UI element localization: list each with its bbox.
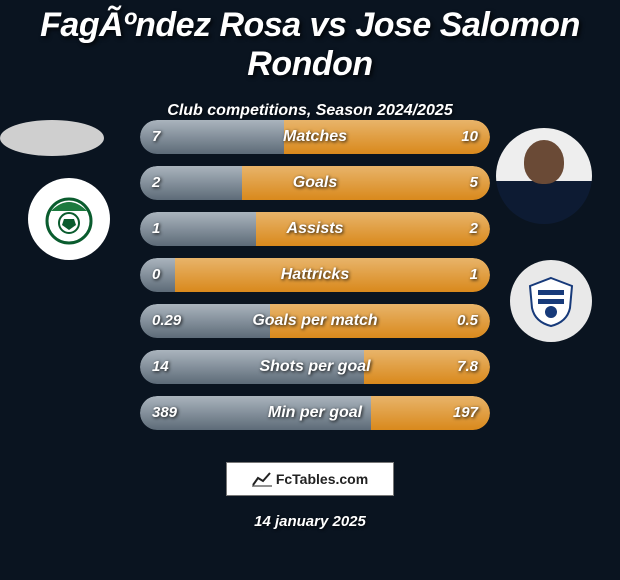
stat-value-left: 0.29 xyxy=(152,304,181,338)
stat-label: Goals per match xyxy=(140,304,490,338)
stat-label: Hattricks xyxy=(140,258,490,292)
stat-value-left: 0 xyxy=(152,258,160,292)
stat-value-left: 14 xyxy=(152,350,169,384)
stat-value-right: 1 xyxy=(470,258,478,292)
stat-label: Shots per goal xyxy=(140,350,490,384)
snapshot-date: 14 january 2025 xyxy=(0,513,620,530)
player-left-avatar xyxy=(0,120,104,156)
stats-container: Matches710Goals25Assists12Hattricks01Goa… xyxy=(140,120,490,442)
stat-label: Goals xyxy=(140,166,490,200)
stat-value-right: 2 xyxy=(470,212,478,246)
comparison-subtitle: Club competitions, Season 2024/2025 xyxy=(0,102,620,120)
stat-value-right: 0.5 xyxy=(457,304,478,338)
stat-row: Min per goal389 197 xyxy=(140,396,490,430)
club-left-crest xyxy=(28,178,110,260)
stat-value-left: 1 xyxy=(152,212,160,246)
stat-row: Goals per match0.29 0.5 xyxy=(140,304,490,338)
stat-row: Hattricks0 1 xyxy=(140,258,490,292)
source-watermark: FcTables.com xyxy=(226,462,394,496)
watermark-text: FcTables.com xyxy=(276,471,368,487)
stat-row: Shots per goal14 7.8 xyxy=(140,350,490,384)
stat-value-right: 10 xyxy=(461,120,478,154)
stat-label: Matches xyxy=(140,120,490,154)
stat-row: Assists1 2 xyxy=(140,212,490,246)
player-right-avatar xyxy=(496,128,592,224)
club-right-crest xyxy=(510,260,592,342)
stat-value-right: 5 xyxy=(470,166,478,200)
stat-row: Matches7 10 xyxy=(140,120,490,154)
stat-value-left: 2 xyxy=(152,166,160,200)
stat-row: Goals2 5 xyxy=(140,166,490,200)
stat-value-right: 7.8 xyxy=(457,350,478,384)
stat-label: Assists xyxy=(140,212,490,246)
chart-icon xyxy=(252,471,272,487)
stat-value-right: 197 xyxy=(453,396,478,430)
stat-value-left: 389 xyxy=(152,396,177,430)
stat-label: Min per goal xyxy=(140,396,490,430)
stat-value-left: 7 xyxy=(152,120,160,154)
comparison-title: FagÃºndez Rosa vs Jose Salomon Rondon xyxy=(0,0,620,84)
